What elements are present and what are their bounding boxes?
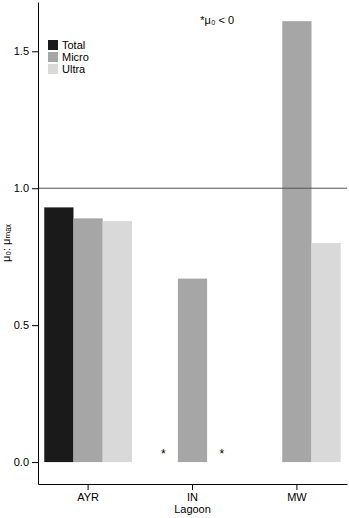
value-label: *: [219, 447, 224, 461]
bar: [178, 279, 207, 462]
y-tick-label: 1.5: [14, 45, 29, 57]
x-tick: MW: [287, 484, 307, 503]
y-tick: 1.0: [14, 182, 38, 194]
y-tick-label: 0.5: [14, 319, 29, 331]
x-tick-mark: [192, 484, 193, 490]
x-tick-label: MW: [287, 491, 307, 503]
bar: [312, 243, 341, 462]
y-tick-mark: [32, 51, 38, 52]
bar: [282, 21, 311, 462]
y-tick-mark: [32, 188, 38, 189]
x-axis: AYR IN MW: [39, 484, 348, 503]
x-axis-title: Lagoon: [174, 503, 211, 515]
plot: * * 0.0 0.5 1.0 1.5 AYR IN MW *μ₀ < 0 TotalMicroUl…: [14, 3, 348, 503]
y-axis-title: μ₀: μₘₐₓ: [0, 224, 12, 262]
y-tick: 1.5: [14, 45, 38, 57]
annotation: *μ₀ < 0: [200, 14, 234, 26]
legend-label: Micro: [62, 51, 89, 63]
y-tick-label: 1.0: [14, 182, 29, 194]
y-tick: 0.0: [14, 456, 38, 468]
x-tick-mark: [296, 484, 297, 490]
legend-label: Ultra: [62, 63, 86, 75]
bar: [73, 218, 102, 462]
legend-swatch: [48, 40, 58, 50]
bar: [103, 221, 132, 462]
y-tick-label: 0.0: [14, 456, 29, 468]
legend-swatch: [48, 64, 58, 74]
legend-swatch: [48, 52, 58, 62]
legend: TotalMicroUltra: [48, 39, 89, 75]
x-tick-label: IN: [187, 491, 198, 503]
bar: [44, 207, 73, 462]
y-tick-mark: [32, 462, 38, 463]
bars: [38, 21, 347, 462]
x-tick-mark: [88, 484, 89, 490]
chart: * * 0.0 0.5 1.0 1.5 AYR IN MW *μ₀ < 0 TotalMicroUl…: [0, 0, 349, 518]
x-tick-label: AYR: [77, 491, 99, 503]
x-tick: IN: [187, 484, 198, 503]
x-tick: AYR: [77, 484, 99, 503]
y-tick-mark: [32, 325, 38, 326]
y-axis: 0.0 0.5 1.0 1.5: [14, 3, 39, 485]
y-axis-line: [38, 3, 39, 485]
y-tick: 0.5: [14, 319, 38, 331]
value-label: *: [161, 447, 166, 461]
reference-line: [38, 188, 347, 189]
legend-label: Total: [62, 39, 85, 51]
